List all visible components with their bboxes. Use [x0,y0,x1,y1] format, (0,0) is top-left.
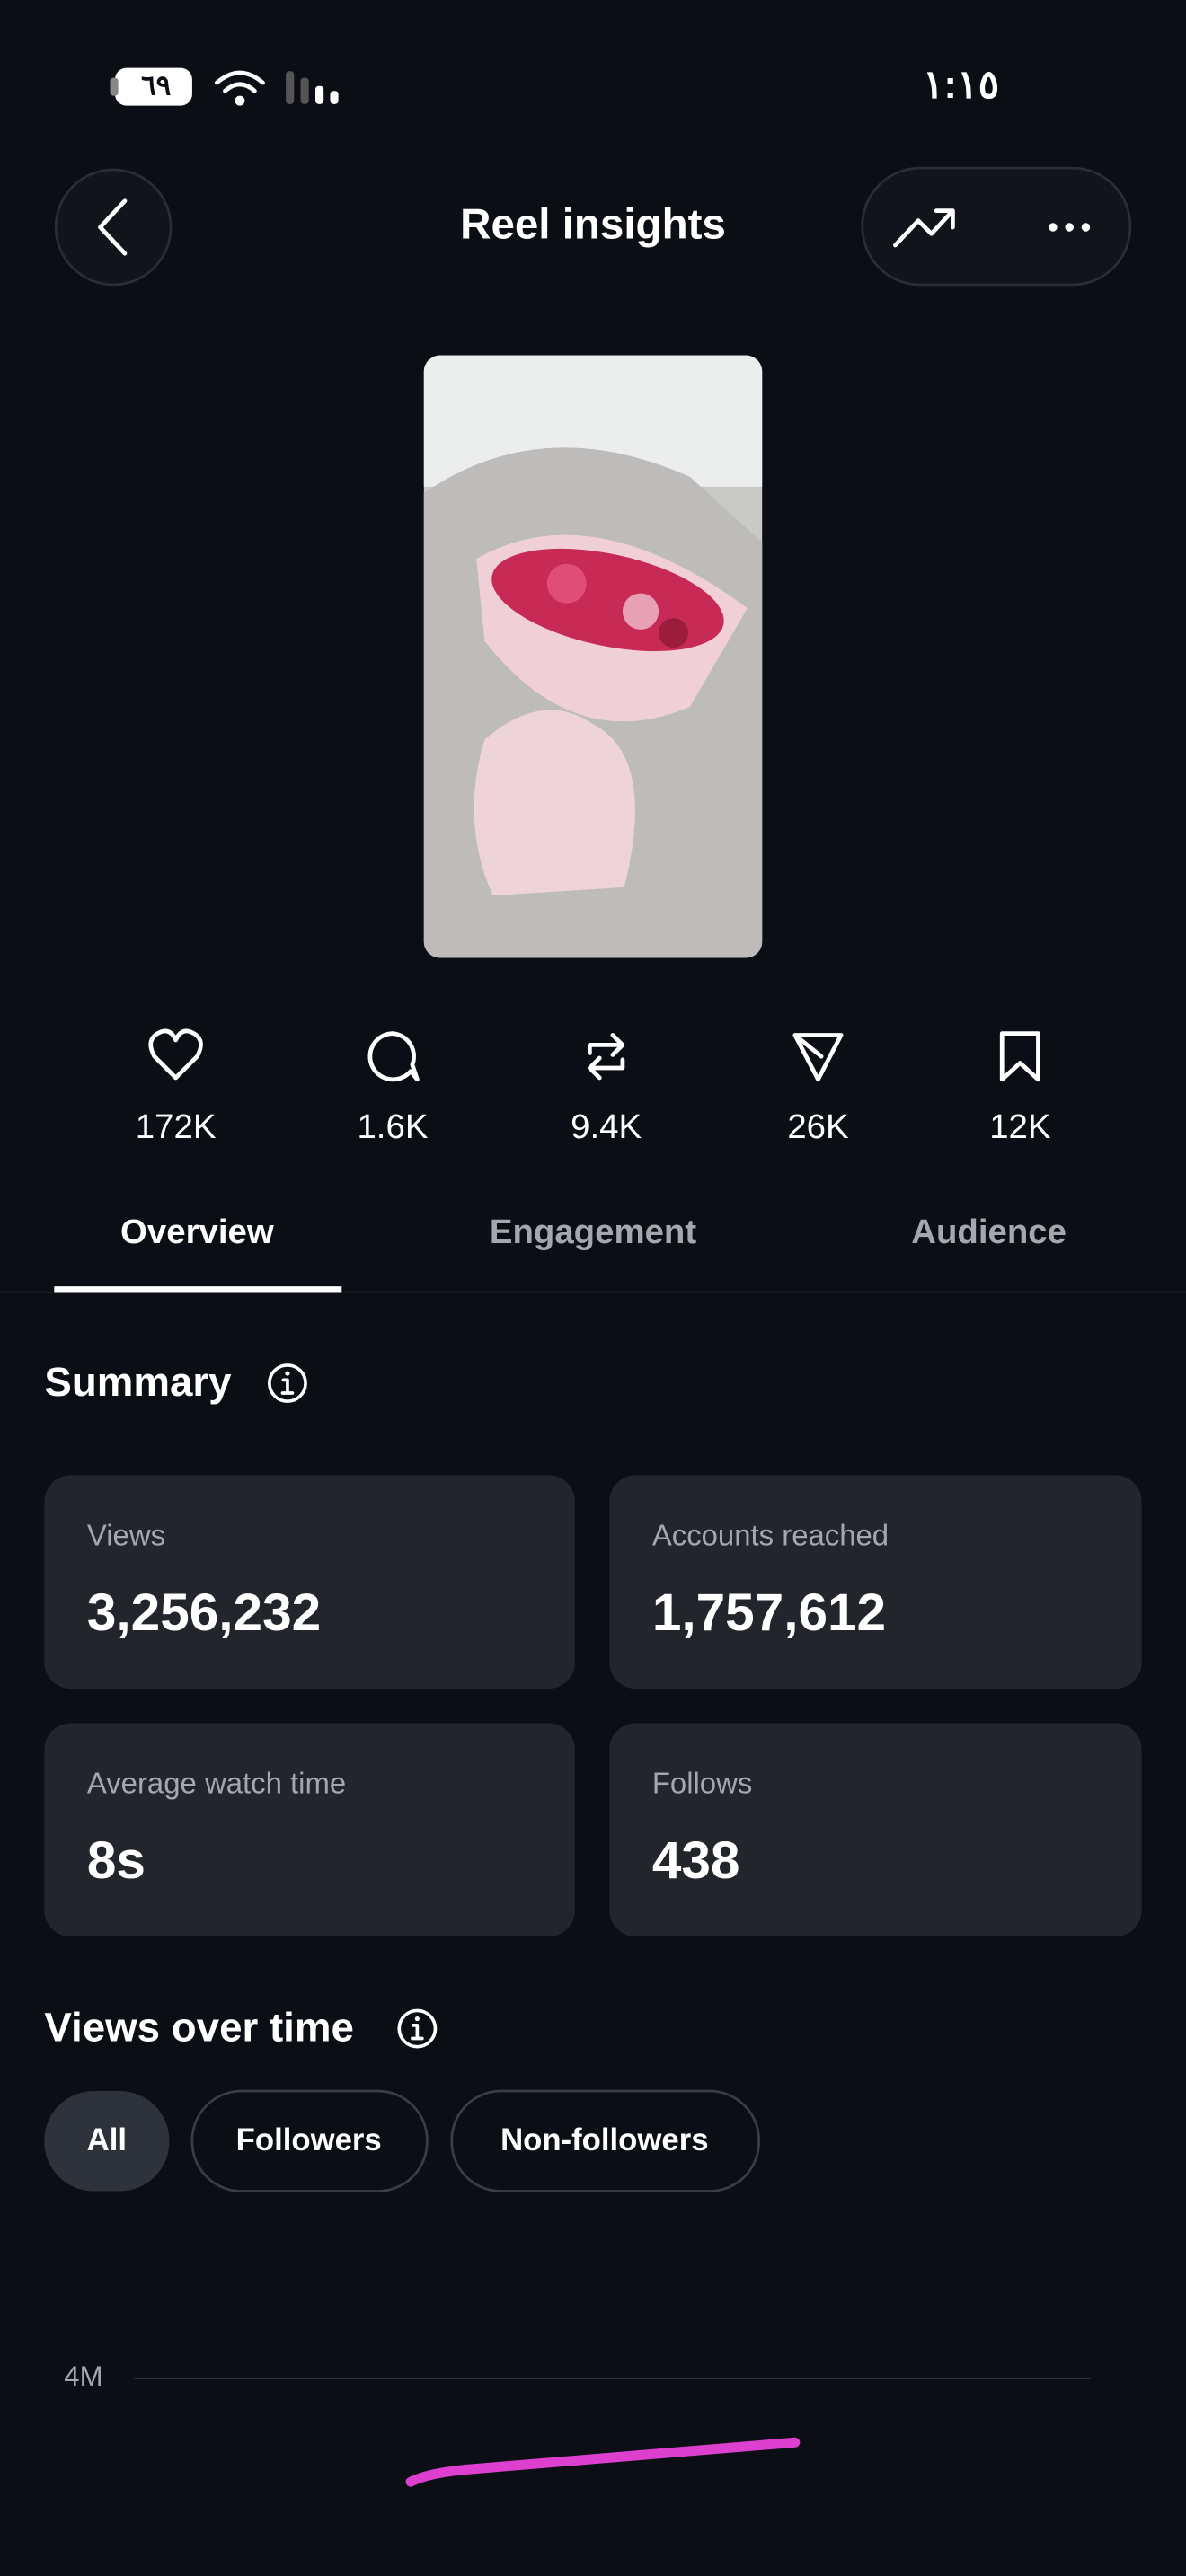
card-bg [44,1475,575,1689]
signal-bar [315,85,324,104]
filter-label[interactable]: Followers [236,2123,382,2157]
info-button[interactable] [397,2008,438,2049]
info-glyph [411,2024,424,2041]
status-bar: ٦٩ ١:١٥ [110,63,999,107]
info-dot [285,1371,290,1376]
stat-value: 172K [136,1107,217,1146]
clock: ١:١٥ [923,63,999,107]
summary-card: Follows 438 [609,1723,1142,1937]
stat-value: 1.6K [357,1107,428,1146]
filter-chip[interactable] [450,2089,761,2192]
summary-card: Views 3,256,232 [44,1475,575,1689]
card-label: Average watch time [87,1767,346,1800]
tab-active[interactable]: Overview [120,1213,274,1251]
info-button[interactable] [268,1363,307,1403]
back-button-bg[interactable] [54,168,173,287]
card-label: Accounts reached [652,1519,889,1552]
filter-chip[interactable] [190,2089,429,2192]
flower [622,593,659,630]
repost-icon [587,1033,625,1081]
battery-level: ٦٩ [141,70,171,101]
card-bg [609,1475,1142,1689]
stat-value: 12K [989,1107,1051,1146]
save-icon [999,1031,1040,1082]
flower [659,618,689,648]
wifi-dot [235,95,245,106]
summary-card: Average watch time 8s [44,1723,575,1937]
card-value: 8s [87,1831,146,1890]
signal-bar [330,91,339,104]
card-label: Views [87,1519,165,1552]
card-value: 3,256,232 [87,1584,321,1642]
back-button[interactable] [54,168,173,287]
info-glyph [280,1378,295,1395]
share-icon [792,1033,844,1082]
card-bg [609,1723,1142,1937]
like-icon [148,1028,203,1081]
signal-bar [286,71,295,104]
dot [1065,223,1074,232]
tab[interactable]: Engagement [490,1213,697,1251]
info-circle [268,1363,307,1403]
filter-chip-active[interactable] [44,2091,170,2192]
wifi-icon [214,70,265,93]
info-circle [397,2008,438,2049]
card-label: Follows [652,1767,753,1800]
card-value: 1,757,612 [652,1584,886,1642]
stat-value: 26K [787,1107,849,1146]
stat-value: 9.4K [571,1107,642,1146]
section-title: Views over time [44,2004,354,2050]
dot [1049,223,1058,232]
info-dot [414,2016,420,2022]
wrap [474,710,635,896]
battery-tip [110,77,119,96]
actions-pill [861,166,1132,287]
flower [546,563,587,604]
trend-button[interactable] [893,208,955,248]
stats-row: 172K 1.6K 9.4K 26K 12K [136,1028,1051,1146]
card-bg [44,1723,575,1937]
back-icon [98,198,128,256]
filter-label[interactable]: Non-followers [500,2123,708,2157]
more-button[interactable] [1049,223,1091,232]
tab-indicator [54,1286,342,1293]
battery [114,67,192,106]
card-value: 438 [652,1831,740,1890]
filter-label[interactable]: All [87,2123,127,2157]
tab[interactable]: Audience [911,1213,1067,1251]
divider [0,1291,1186,1293]
signal-bar [300,77,309,104]
summary-card: Accounts reached 1,757,612 [609,1475,1142,1689]
dot [1081,223,1091,232]
section-title: Summary [44,1359,232,1405]
page-title: Reel insights [460,201,726,249]
views-line [405,2437,801,2487]
comment-icon [367,1031,420,1082]
reel-thumbnail[interactable] [423,355,763,958]
axis-label: 4M [64,2360,102,2392]
